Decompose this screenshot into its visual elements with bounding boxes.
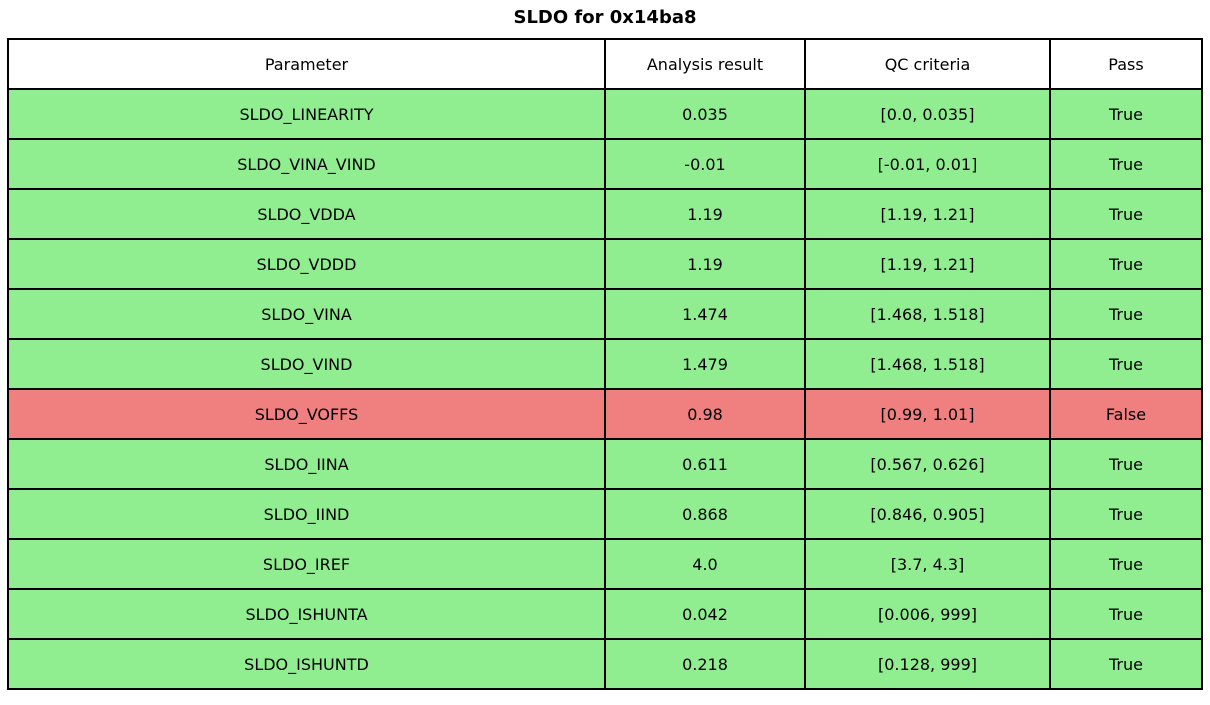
- cell-qc-criteria: [-0.01, 0.01]: [804, 138, 1051, 190]
- header-row: Parameter Analysis result QC criteria Pa…: [7, 38, 1203, 90]
- cell-qc-criteria: [1.19, 1.21]: [804, 188, 1051, 240]
- table-row: SLDO_VDDA 1.19 [1.19, 1.21] True: [7, 188, 1203, 240]
- cell-parameter: SLDO_LINEARITY: [7, 88, 606, 140]
- cell-qc-criteria: [1.468, 1.518]: [804, 288, 1051, 340]
- cell-parameter: SLDO_VOFFS: [7, 388, 606, 440]
- cell-analysis-result: 0.611: [604, 438, 806, 490]
- column-header-pass: Pass: [1049, 38, 1203, 90]
- cell-parameter: SLDO_VINA_VIND: [7, 138, 606, 190]
- cell-pass: True: [1049, 188, 1203, 240]
- cell-pass: True: [1049, 338, 1203, 390]
- table-row: SLDO_VINA 1.474 [1.468, 1.518] True: [7, 288, 1203, 340]
- cell-qc-criteria: [0.99, 1.01]: [804, 388, 1051, 440]
- cell-pass: True: [1049, 438, 1203, 490]
- cell-analysis-result: 1.19: [604, 238, 806, 290]
- cell-pass: True: [1049, 288, 1203, 340]
- cell-pass: True: [1049, 238, 1203, 290]
- qc-results-table: Parameter Analysis result QC criteria Pa…: [7, 38, 1203, 690]
- cell-analysis-result: 0.035: [604, 88, 806, 140]
- table-row: SLDO_LINEARITY 0.035 [0.0, 0.035] True: [7, 88, 1203, 140]
- column-header-parameter: Parameter: [7, 38, 606, 90]
- page-title: SLDO for 0x14ba8: [513, 7, 697, 28]
- cell-qc-criteria: [1.468, 1.518]: [804, 338, 1051, 390]
- table-body: SLDO_LINEARITY 0.035 [0.0, 0.035] True SLDO_…: [7, 88, 1203, 690]
- cell-pass: True: [1049, 138, 1203, 190]
- cell-pass: True: [1049, 638, 1203, 690]
- cell-pass: True: [1049, 488, 1203, 540]
- cell-qc-criteria: [0.006, 999]: [804, 588, 1051, 640]
- column-header-qc-criteria: QC criteria: [804, 38, 1051, 90]
- cell-qc-criteria: [0.0, 0.035]: [804, 88, 1051, 140]
- cell-analysis-result: 1.474: [604, 288, 806, 340]
- cell-parameter: SLDO_VIND: [7, 338, 606, 390]
- cell-parameter: SLDO_IIND: [7, 488, 606, 540]
- cell-qc-criteria: [0.846, 0.905]: [804, 488, 1051, 540]
- cell-pass: True: [1049, 538, 1203, 590]
- cell-analysis-result: 0.042: [604, 588, 806, 640]
- cell-parameter: SLDO_VDDD: [7, 238, 606, 290]
- cell-parameter: SLDO_VDDA: [7, 188, 606, 240]
- table-row: SLDO_VDDD 1.19 [1.19, 1.21] True: [7, 238, 1203, 290]
- cell-analysis-result: 0.218: [604, 638, 806, 690]
- cell-parameter: SLDO_ISHUNTD: [7, 638, 606, 690]
- cell-parameter: SLDO_IINA: [7, 438, 606, 490]
- table-row: SLDO_IIND 0.868 [0.846, 0.905] True: [7, 488, 1203, 540]
- cell-analysis-result: 1.19: [604, 188, 806, 240]
- cell-qc-criteria: [0.567, 0.626]: [804, 438, 1051, 490]
- table-row: SLDO_IINA 0.611 [0.567, 0.626] True: [7, 438, 1203, 490]
- cell-pass: True: [1049, 588, 1203, 640]
- cell-analysis-result: 4.0: [604, 538, 806, 590]
- cell-analysis-result: 0.868: [604, 488, 806, 540]
- cell-qc-criteria: [3.7, 4.3]: [804, 538, 1051, 590]
- cell-parameter: SLDO_VINA: [7, 288, 606, 340]
- table-row: SLDO_IREF 4.0 [3.7, 4.3] True: [7, 538, 1203, 590]
- table-header: Parameter Analysis result QC criteria Pa…: [7, 38, 1203, 90]
- cell-qc-criteria: [1.19, 1.21]: [804, 238, 1051, 290]
- cell-parameter: SLDO_ISHUNTA: [7, 588, 606, 640]
- table-row: SLDO_ISHUNTA 0.042 [0.006, 999] True: [7, 588, 1203, 640]
- table-row: SLDO_VOFFS 0.98 [0.99, 1.01] False: [7, 388, 1203, 440]
- table-row: SLDO_ISHUNTD 0.218 [0.128, 999] True: [7, 638, 1203, 690]
- cell-pass: False: [1049, 388, 1203, 440]
- cell-parameter: SLDO_IREF: [7, 538, 606, 590]
- table-row: SLDO_VIND 1.479 [1.468, 1.518] True: [7, 338, 1203, 390]
- cell-analysis-result: -0.01: [604, 138, 806, 190]
- table-row: SLDO_VINA_VIND -0.01 [-0.01, 0.01] True: [7, 138, 1203, 190]
- cell-qc-criteria: [0.128, 999]: [804, 638, 1051, 690]
- column-header-analysis-result: Analysis result: [604, 38, 806, 90]
- cell-pass: True: [1049, 88, 1203, 140]
- cell-analysis-result: 1.479: [604, 338, 806, 390]
- cell-analysis-result: 0.98: [604, 388, 806, 440]
